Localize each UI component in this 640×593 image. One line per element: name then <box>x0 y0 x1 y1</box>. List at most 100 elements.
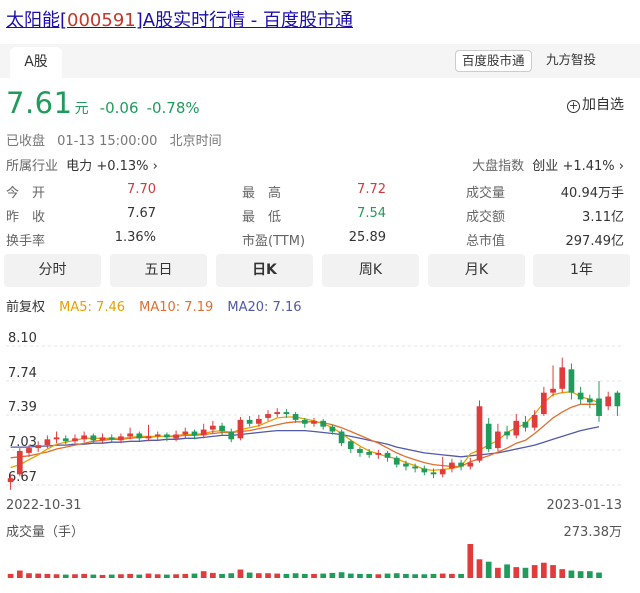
stat-value: 1.36% <box>114 230 156 245</box>
candle-body <box>522 421 529 428</box>
volume-bar <box>81 573 87 578</box>
candle-body <box>173 434 179 439</box>
volume-bar <box>559 569 566 578</box>
candle-body <box>53 437 60 440</box>
tab-intraday[interactable]: 分时 <box>4 254 101 287</box>
candle-body <box>26 448 32 453</box>
candle-body <box>44 439 51 446</box>
candle-body <box>90 435 97 441</box>
candle-body <box>421 468 428 473</box>
kline-chart[interactable]: 8.10 7.74 7.39 7.03 6.67 2022-10-31 2023-01-13… <box>0 318 640 593</box>
y-tick-label: 7.74 <box>8 366 37 381</box>
candle-body <box>504 431 510 436</box>
volume-bar <box>292 573 299 578</box>
candle-body <box>228 431 235 440</box>
industry-link[interactable]: 所属行业 电力 +0.13% › <box>6 155 158 174</box>
candle-body <box>81 435 87 440</box>
volume-bar <box>16 570 23 578</box>
stat-label: 成交额 <box>466 210 506 225</box>
candle-body <box>7 478 14 483</box>
candle-body <box>108 437 115 440</box>
y-tick-label: 7.39 <box>8 400 37 415</box>
stat-label: 今 开 <box>6 186 46 201</box>
market-index-link[interactable]: 大盘指数 创业 +1.41% › <box>472 155 624 174</box>
volume-bar <box>504 564 510 578</box>
volume-bar <box>255 573 262 578</box>
candle-body <box>614 392 621 407</box>
volume-bar <box>577 571 584 578</box>
tab-daily-k[interactable]: 日K <box>216 254 313 287</box>
candle-body <box>164 434 170 438</box>
market-index-change: +1.41% <box>562 159 615 174</box>
stat-value: 3.11亿 <box>582 210 624 225</box>
volume-bar <box>568 570 575 578</box>
stat-value: 7.54 <box>357 206 386 221</box>
volume-label: 成交量（手） <box>6 524 84 540</box>
source-baidu-button[interactable]: 百度股市通 <box>455 50 532 72</box>
candle-body <box>338 431 345 444</box>
ma-legend: 前复权 MA5: 7.46 MA10: 7.19 MA20: 7.16 <box>6 296 302 315</box>
candle-body <box>329 426 336 432</box>
candle-body <box>301 419 308 424</box>
volume-bar <box>495 567 501 578</box>
volume-bar <box>476 559 483 578</box>
add-watchlist-label: 加自选 <box>582 97 624 113</box>
candle-body <box>467 462 474 467</box>
tab-a-share[interactable]: A股 <box>10 47 62 78</box>
source-jiufang-button[interactable]: 九方智投 <box>546 52 597 67</box>
page-title-link[interactable]: 太阳能[000591]A股实时行情 - 百度股市通 <box>6 6 353 32</box>
volume-bar <box>182 573 189 578</box>
volume-bar <box>127 573 133 578</box>
candle-body <box>145 436 152 439</box>
ma10-value: MA10: 7.19 <box>139 300 214 315</box>
chevron-right-icon: › <box>618 159 624 174</box>
candle-body <box>476 406 483 461</box>
candle-body <box>274 412 281 415</box>
stat-value: 7.70 <box>127 182 156 197</box>
volume-bar <box>439 573 446 578</box>
candle-body <box>384 452 391 458</box>
stats-row: 昨 收 7.67 最 低 7.54 成交额 3.11亿 <box>6 206 630 230</box>
stat-value: 40.94万手 <box>560 186 624 201</box>
tab-five-day[interactable]: 五日 <box>110 254 207 287</box>
volume-bar <box>421 574 428 578</box>
volume-bar <box>173 574 179 578</box>
candle-body <box>237 419 244 439</box>
volume-bar <box>541 562 547 578</box>
candle-body <box>596 398 602 416</box>
volume-bar <box>108 574 115 578</box>
volume-bar <box>90 574 97 578</box>
price-unit: 元 <box>74 101 89 117</box>
volume-bar <box>586 571 593 578</box>
current-price: 7.61 <box>6 86 73 120</box>
volume-bar <box>550 565 556 578</box>
x-end-label: 2023-01-13 <box>546 498 622 513</box>
candle-body <box>439 469 446 475</box>
candle-body <box>246 419 253 424</box>
candle-body <box>495 431 501 449</box>
price-row: 7.61 元 -0.06 -0.78% <box>6 86 200 122</box>
volume-max-label: 273.38万 <box>564 525 623 540</box>
candle-body <box>357 449 363 453</box>
volume-bar <box>62 574 69 578</box>
candle-body <box>412 466 418 469</box>
volume-bar <box>449 573 455 578</box>
stat-label: 市盈(TTM) <box>242 234 306 249</box>
volume-bar <box>522 567 529 578</box>
volume-bar <box>26 573 32 578</box>
title-prefix: 太阳能[ <box>6 10 68 31</box>
candle-body <box>311 420 317 424</box>
adjust-mode-label[interactable]: 前复权 <box>6 300 46 315</box>
candle-body <box>366 451 373 455</box>
volume-bar <box>596 572 602 578</box>
tab-weekly-k[interactable]: 周K <box>322 254 419 287</box>
add-watchlist-button[interactable]: + 加自选 <box>567 94 624 114</box>
tab-monthly-k[interactable]: 月K <box>428 254 525 287</box>
tab-one-year[interactable]: 1年 <box>533 254 630 287</box>
candle-body <box>568 369 575 393</box>
x-start-label: 2022-10-31 <box>6 498 82 513</box>
candle-body <box>393 457 400 465</box>
volume-bar <box>99 574 106 578</box>
candle-body <box>62 438 69 442</box>
candle-body <box>347 441 354 450</box>
